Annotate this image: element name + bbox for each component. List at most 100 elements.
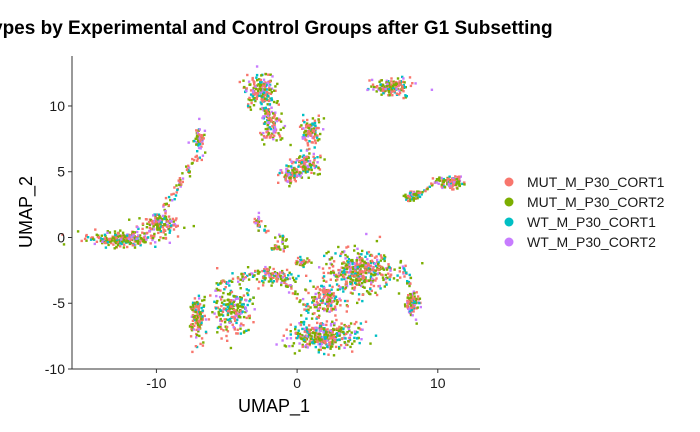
data-point xyxy=(223,280,227,283)
data-point xyxy=(279,277,283,281)
data-point xyxy=(85,239,88,242)
data-point xyxy=(149,218,152,222)
data-point xyxy=(278,233,281,236)
data-point xyxy=(367,265,370,268)
data-point xyxy=(191,313,195,317)
data-point xyxy=(360,257,363,260)
data-point xyxy=(219,325,222,329)
data-point xyxy=(403,269,406,272)
data-point xyxy=(300,321,303,324)
data-point xyxy=(216,331,219,334)
data-point xyxy=(298,332,302,336)
data-point xyxy=(264,84,268,87)
data-point xyxy=(192,307,196,310)
data-point xyxy=(403,85,407,89)
data-point xyxy=(320,342,324,346)
data-point xyxy=(411,301,414,304)
data-point xyxy=(252,90,255,94)
data-point xyxy=(169,220,172,223)
data-point xyxy=(379,89,383,92)
data-point xyxy=(300,314,303,317)
data-point xyxy=(322,323,325,326)
data-point xyxy=(175,191,178,194)
data-point xyxy=(381,89,384,93)
data-point xyxy=(306,342,309,346)
data-point xyxy=(240,272,243,276)
data-point xyxy=(333,273,336,277)
data-point xyxy=(348,275,351,279)
data-point xyxy=(265,109,268,112)
data-point xyxy=(369,277,373,280)
data-point xyxy=(401,75,404,79)
data-point xyxy=(268,126,271,129)
data-point xyxy=(239,278,242,281)
data-point xyxy=(280,281,283,284)
data-point xyxy=(257,211,261,215)
data-point xyxy=(175,225,178,228)
data-point xyxy=(131,244,134,247)
data-point xyxy=(151,220,154,223)
data-point xyxy=(308,333,311,337)
data-point xyxy=(301,334,304,337)
data-point xyxy=(411,307,414,310)
data-point xyxy=(338,288,341,291)
data-point xyxy=(281,239,284,242)
data-point xyxy=(203,129,207,132)
data-point xyxy=(108,231,112,234)
data-point xyxy=(158,220,161,223)
data-point xyxy=(316,161,319,164)
data-point xyxy=(289,284,292,287)
data-point xyxy=(280,171,284,174)
data-point xyxy=(386,82,389,86)
data-point xyxy=(416,197,419,200)
data-point xyxy=(281,269,284,273)
data-point xyxy=(308,140,311,143)
data-point xyxy=(413,197,416,200)
data-point xyxy=(289,143,292,147)
data-point xyxy=(274,236,277,239)
data-point xyxy=(219,323,222,326)
data-point xyxy=(229,307,233,310)
data-point xyxy=(344,257,347,260)
data-point xyxy=(266,267,269,271)
data-point xyxy=(264,265,267,269)
data-point xyxy=(220,304,223,308)
data-point xyxy=(361,285,365,288)
data-point xyxy=(265,88,268,91)
data-point xyxy=(330,307,333,310)
data-point xyxy=(366,88,369,92)
data-point xyxy=(306,330,309,333)
data-point xyxy=(340,322,343,325)
data-point xyxy=(315,329,318,332)
data-point xyxy=(360,338,363,341)
data-point xyxy=(179,183,183,186)
data-point xyxy=(338,274,341,278)
data-point xyxy=(291,162,294,165)
data-point xyxy=(402,84,405,87)
data-point xyxy=(410,198,413,201)
data-point xyxy=(381,83,385,86)
data-point xyxy=(331,285,334,289)
data-point xyxy=(457,180,461,183)
data-point xyxy=(307,156,310,160)
data-point xyxy=(290,287,293,290)
data-point xyxy=(191,350,194,354)
data-point xyxy=(262,83,265,86)
data-point xyxy=(271,125,274,128)
data-point xyxy=(269,73,272,76)
data-point xyxy=(280,283,283,287)
data-point xyxy=(401,80,405,84)
data-point xyxy=(238,80,241,84)
data-point xyxy=(412,290,415,293)
data-point xyxy=(126,245,129,249)
data-point xyxy=(108,240,111,244)
data-point xyxy=(313,130,316,134)
data-point xyxy=(297,165,300,168)
data-point xyxy=(201,142,204,145)
data-point xyxy=(330,341,334,344)
data-point xyxy=(343,346,346,349)
data-point xyxy=(188,170,191,173)
data-point xyxy=(356,256,359,260)
data-point xyxy=(338,347,341,350)
data-point xyxy=(263,143,266,146)
